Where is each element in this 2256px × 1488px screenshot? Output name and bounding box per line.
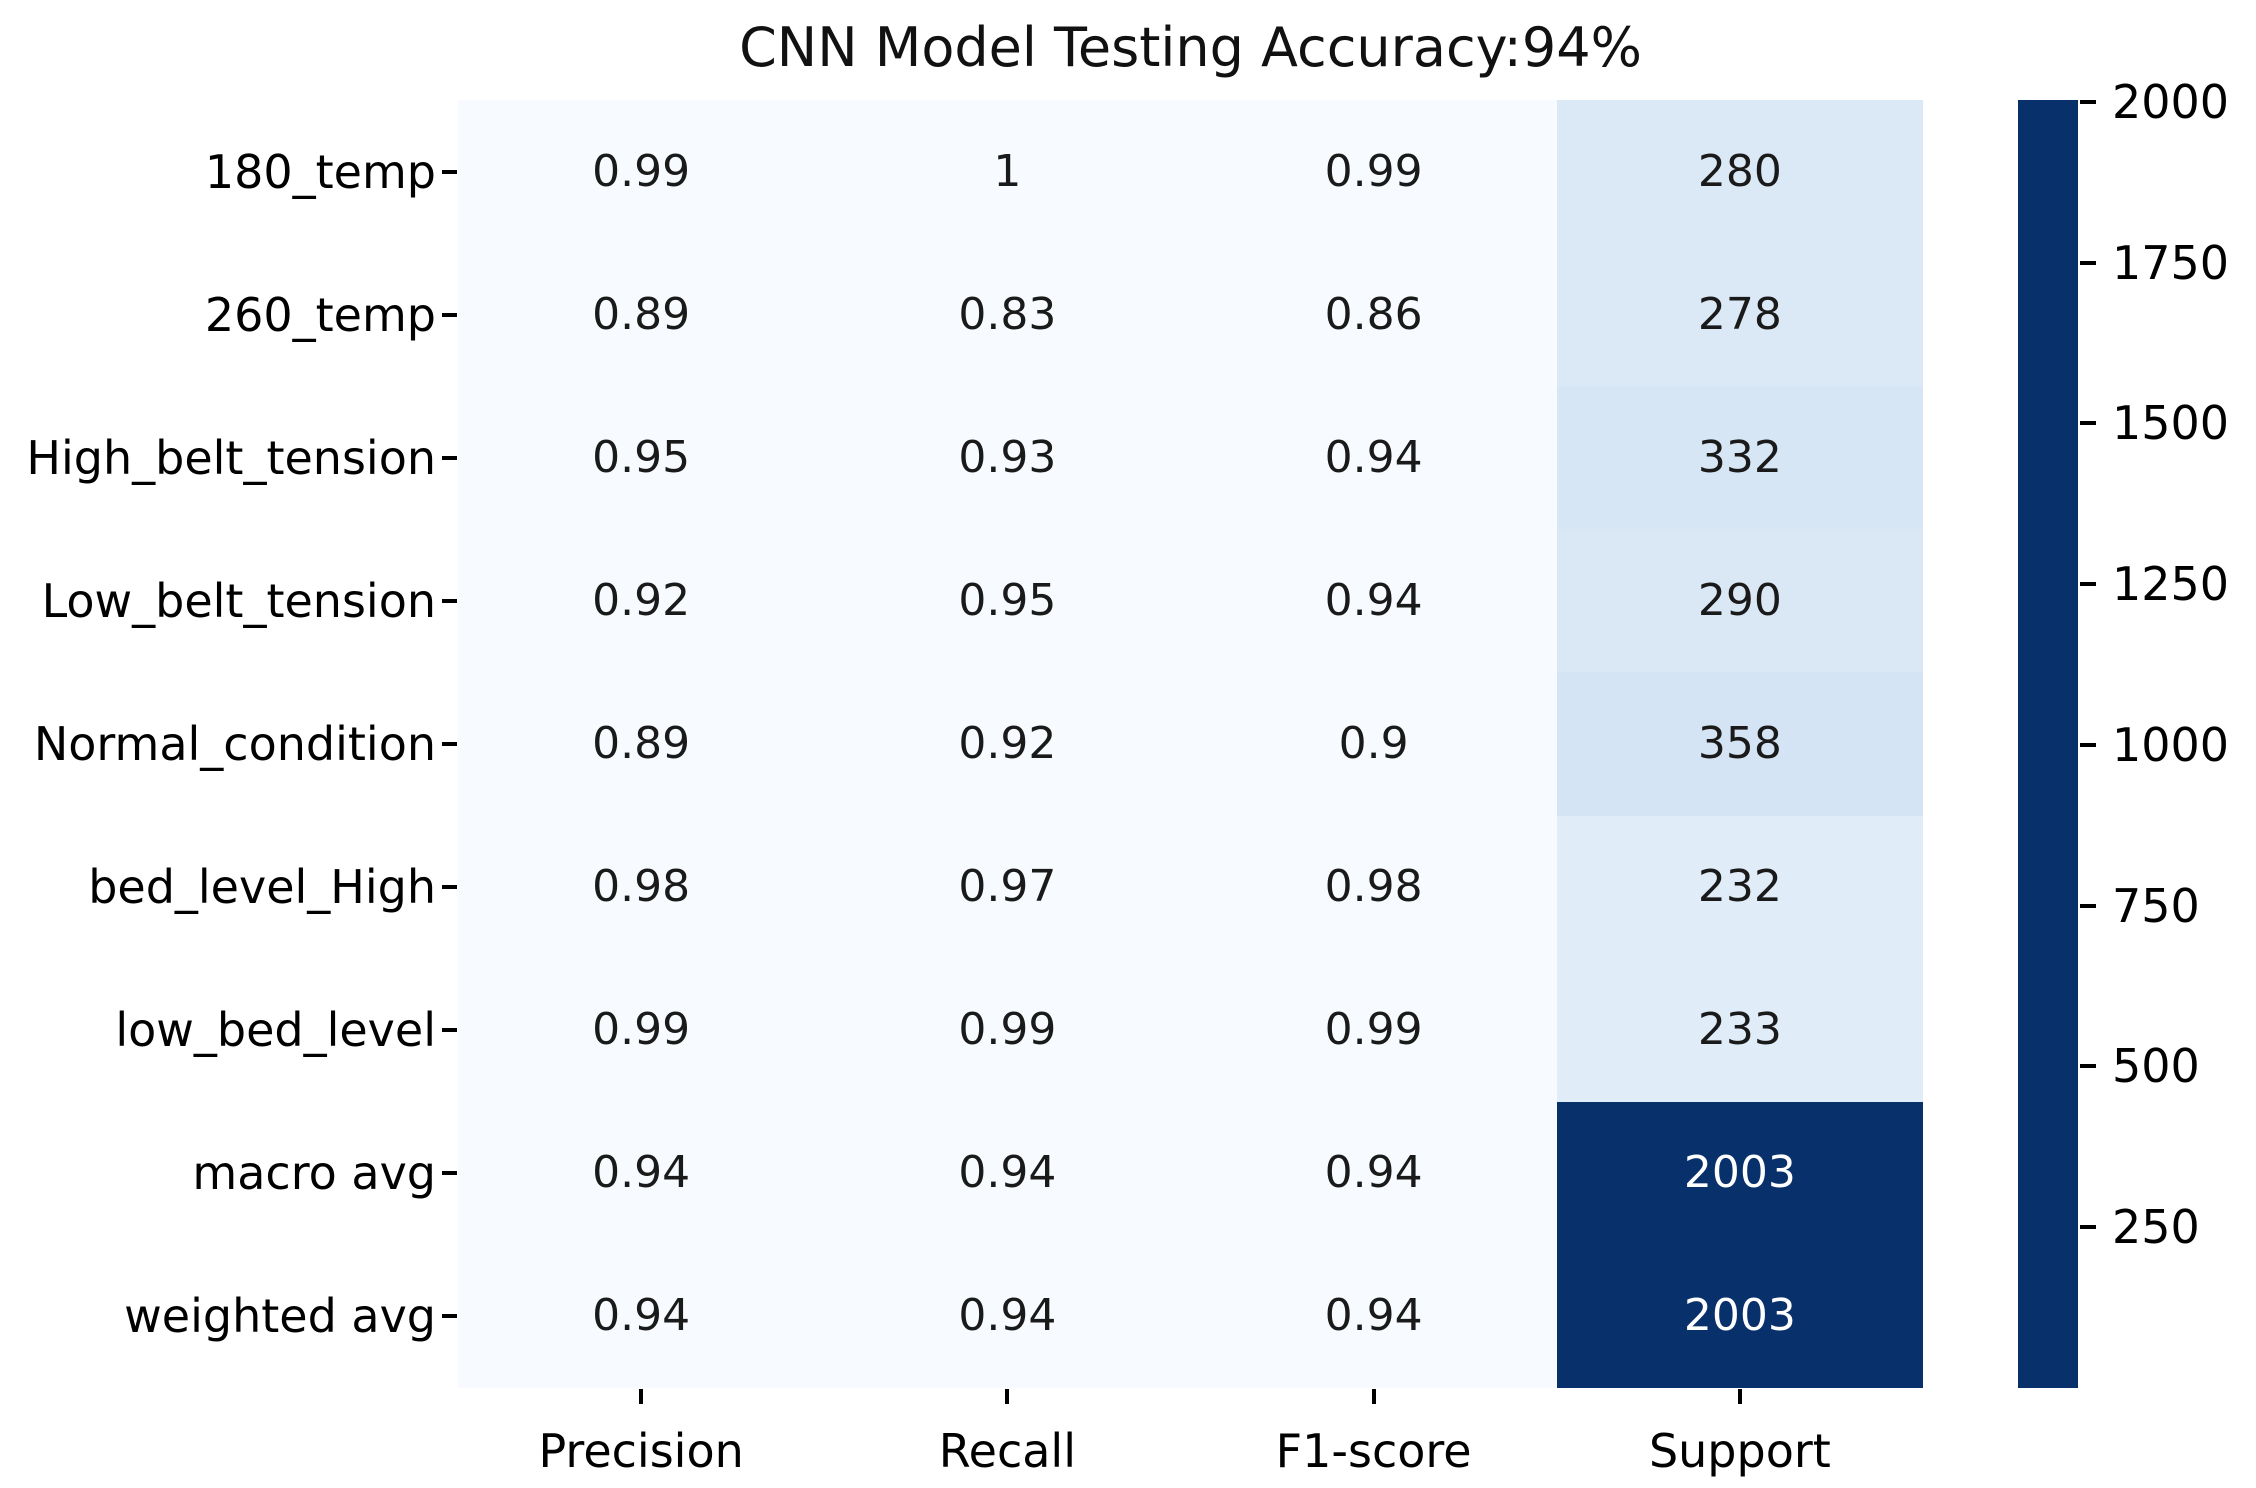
colorbar-tick-mark (2080, 1064, 2096, 1069)
heatmap-cell: 0.94 (1190, 1244, 1557, 1388)
row-label: High_belt_tension (26, 430, 436, 485)
heatmap-cell: 2003 (1556, 1101, 1923, 1245)
row-label: bed_level_High (88, 860, 436, 915)
colorbar-tick-mark (2080, 421, 2096, 426)
y-tick-mark (442, 742, 457, 746)
heatmap-cell: 0.99 (1190, 100, 1557, 244)
heatmap-cell: 2003 (1556, 1244, 1923, 1388)
heatmap-cell: 0.89 (458, 672, 825, 816)
heatmap-cell: 0.94 (458, 1244, 825, 1388)
colorbar-tick-label: 2000 (2112, 74, 2230, 129)
heatmap-cell: 0.93 (824, 386, 1191, 530)
colorbar-tick-mark (2080, 1225, 2096, 1230)
heatmap-cell: 0.94 (1190, 529, 1557, 673)
chart-title: CNN Model Testing Accuracy:94% (739, 16, 1642, 79)
row-label: Low_belt_tension (41, 573, 436, 628)
colorbar-tick-label: 1000 (2112, 717, 2230, 772)
heatmap-cell: 0.99 (824, 958, 1191, 1102)
heatmap-cell: 1 (824, 100, 1191, 244)
colorbar-tick-label: 250 (2112, 1200, 2200, 1255)
row-label: 260_temp (204, 287, 436, 342)
column-label: Support (1648, 1424, 1831, 1478)
y-tick-mark (442, 312, 457, 317)
x-tick-mark (1737, 1389, 1742, 1404)
heatmap-cell: 0.9 (1190, 672, 1557, 816)
colorbar-tick-label: 750 (2112, 878, 2200, 933)
heatmap-cell: 332 (1556, 386, 1923, 530)
heatmap-cell: 0.99 (458, 100, 825, 244)
heatmap-cell: 0.94 (824, 1244, 1191, 1388)
heatmap-cell: 0.98 (458, 815, 825, 959)
heatmap-cell: 0.92 (458, 529, 825, 673)
heatmap-cell: 0.83 (824, 243, 1191, 387)
column-label: Precision (538, 1424, 744, 1478)
y-tick-mark (442, 1028, 457, 1033)
heatmap-cell: 0.92 (824, 672, 1191, 816)
y-tick-mark (442, 1171, 457, 1176)
column-label: Recall (938, 1424, 1076, 1478)
y-tick-mark (442, 169, 457, 174)
heatmap-cell: 278 (1556, 243, 1923, 387)
colorbar-tick-mark (2080, 903, 2096, 908)
heatmap-cell: 280 (1556, 100, 1923, 244)
colorbar-tick-mark (2080, 582, 2096, 587)
x-tick-mark (1371, 1389, 1376, 1404)
row-label: macro avg (192, 1146, 436, 1201)
heatmap-cell: 0.94 (458, 1101, 825, 1245)
colorbar-tick-label: 1750 (2112, 235, 2230, 290)
heatmap-cell: 0.94 (1190, 386, 1557, 530)
colorbar-tick-mark (2080, 99, 2096, 104)
y-tick-mark (442, 598, 457, 603)
heatmap-cell: 0.95 (824, 529, 1191, 673)
heatmap-cell: 0.89 (458, 243, 825, 387)
heatmap-cell: 0.98 (1190, 815, 1557, 959)
heatmap-cell: 233 (1556, 958, 1923, 1102)
row-label: 180_temp (204, 144, 436, 199)
colorbar-tick-mark (2080, 260, 2096, 265)
heatmap-cell: 0.94 (824, 1101, 1191, 1245)
colorbar (2018, 100, 2078, 1388)
heatmap-cell: 232 (1556, 815, 1923, 959)
x-tick-mark (639, 1389, 644, 1404)
heatmap-cell: 0.86 (1190, 243, 1557, 387)
heatmap-grid: 0.99 1 0.99 280 0.89 0.83 0.86 278 0.95 0.93 0.94 3… (458, 100, 1923, 1388)
colorbar-tick-label: 1250 (2112, 557, 2230, 612)
heatmap-cell: 0.97 (824, 815, 1191, 959)
column-label: F1-score (1275, 1424, 1472, 1478)
y-tick-mark (442, 1314, 457, 1319)
x-tick-mark (1005, 1389, 1010, 1404)
heatmap-cell: 358 (1556, 672, 1923, 816)
heatmap-cell: 0.94 (1190, 1101, 1557, 1245)
heatmap-cell: 0.99 (1190, 958, 1557, 1102)
heatmap-cell: 290 (1556, 529, 1923, 673)
colorbar-tick-mark (2080, 742, 2096, 747)
y-tick-mark (442, 455, 457, 460)
row-label: low_bed_level (115, 1003, 436, 1058)
colorbar-tick-label: 1500 (2112, 396, 2230, 451)
row-label: weighted avg (124, 1289, 436, 1344)
row-label: Normal_condition (33, 717, 436, 771)
heatmap-cell: 0.95 (458, 386, 825, 530)
colorbar-tick-label: 500 (2112, 1039, 2200, 1094)
y-tick-mark (442, 885, 457, 890)
heatmap-cell: 0.99 (458, 958, 825, 1102)
